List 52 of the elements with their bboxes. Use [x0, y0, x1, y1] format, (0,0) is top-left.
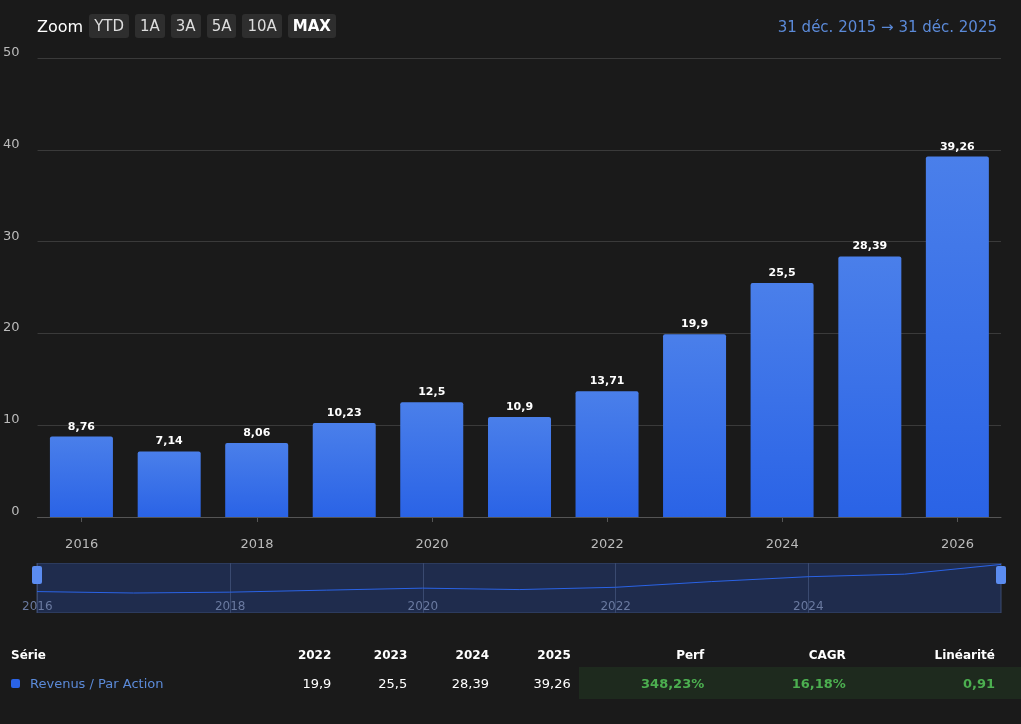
text: 5A	[206, 14, 237, 38]
data-label: 25,5	[768, 265, 796, 279]
y-tick-label: 50	[3, 44, 20, 59]
text: 348,23%	[578, 667, 735, 699]
y-tick-label: 20	[3, 319, 20, 335]
text: 0,91	[875, 667, 1021, 699]
data-label: 19,9	[680, 317, 709, 331]
text: 10A	[242, 14, 282, 38]
data-label: 13,71	[589, 374, 625, 388]
text: 3A	[170, 14, 201, 38]
text: 19,9	[302, 675, 332, 691]
text: 2024	[454, 647, 490, 664]
text: 2025	[536, 647, 572, 664]
text: CAGR	[807, 647, 847, 664]
data-label: 8,06	[243, 426, 271, 440]
text: Perf	[675, 647, 706, 664]
x-tick-label: 2016	[65, 536, 99, 551]
data-label: 12,5	[418, 385, 446, 399]
x-tick-label: 2020	[415, 536, 449, 551]
text: 2022	[296, 647, 333, 664]
text: 28,39	[451, 675, 489, 691]
text: 31 déc. 2015 → 31 déc. 2025	[777, 18, 997, 36]
data-label: 8,76	[67, 419, 96, 433]
text: Série	[10, 647, 47, 664]
x-tick-label: 2018	[240, 536, 274, 551]
x-tick-label: 2022	[600, 599, 631, 613]
text: MAX	[287, 14, 336, 38]
x-tick-label: 2024	[793, 599, 824, 613]
y-tick-label: 40	[3, 135, 20, 151]
legend-label: Revenus / Par Action	[29, 674, 165, 693]
data-label: 28,39	[852, 239, 888, 253]
text: 2023	[372, 647, 409, 664]
text: 39,26	[533, 675, 571, 691]
y-tick-label: 10	[3, 411, 20, 427]
data-label: 10,9	[505, 399, 534, 413]
data-label: 10,23	[326, 406, 362, 420]
text: Linéarité	[933, 647, 996, 664]
y-tick-label: 30	[3, 227, 20, 243]
text: Zoom	[37, 16, 84, 36]
y-tick-label: 0	[11, 503, 20, 518]
x-tick-label: 2024	[765, 536, 799, 551]
x-tick-label: 2018	[214, 599, 246, 613]
data-label: 7,14	[155, 434, 184, 448]
text: 16,18%	[734, 667, 876, 699]
text: YTD	[89, 14, 130, 38]
x-tick-label: 2016	[21, 599, 53, 613]
x-tick-label: 2026	[941, 536, 975, 551]
data-label: 39,26	[939, 139, 976, 153]
text: 1A	[135, 14, 165, 38]
x-tick-label: 2022	[590, 536, 624, 551]
x-tick-label: 2020	[407, 599, 439, 613]
text: 25,5	[378, 675, 408, 691]
